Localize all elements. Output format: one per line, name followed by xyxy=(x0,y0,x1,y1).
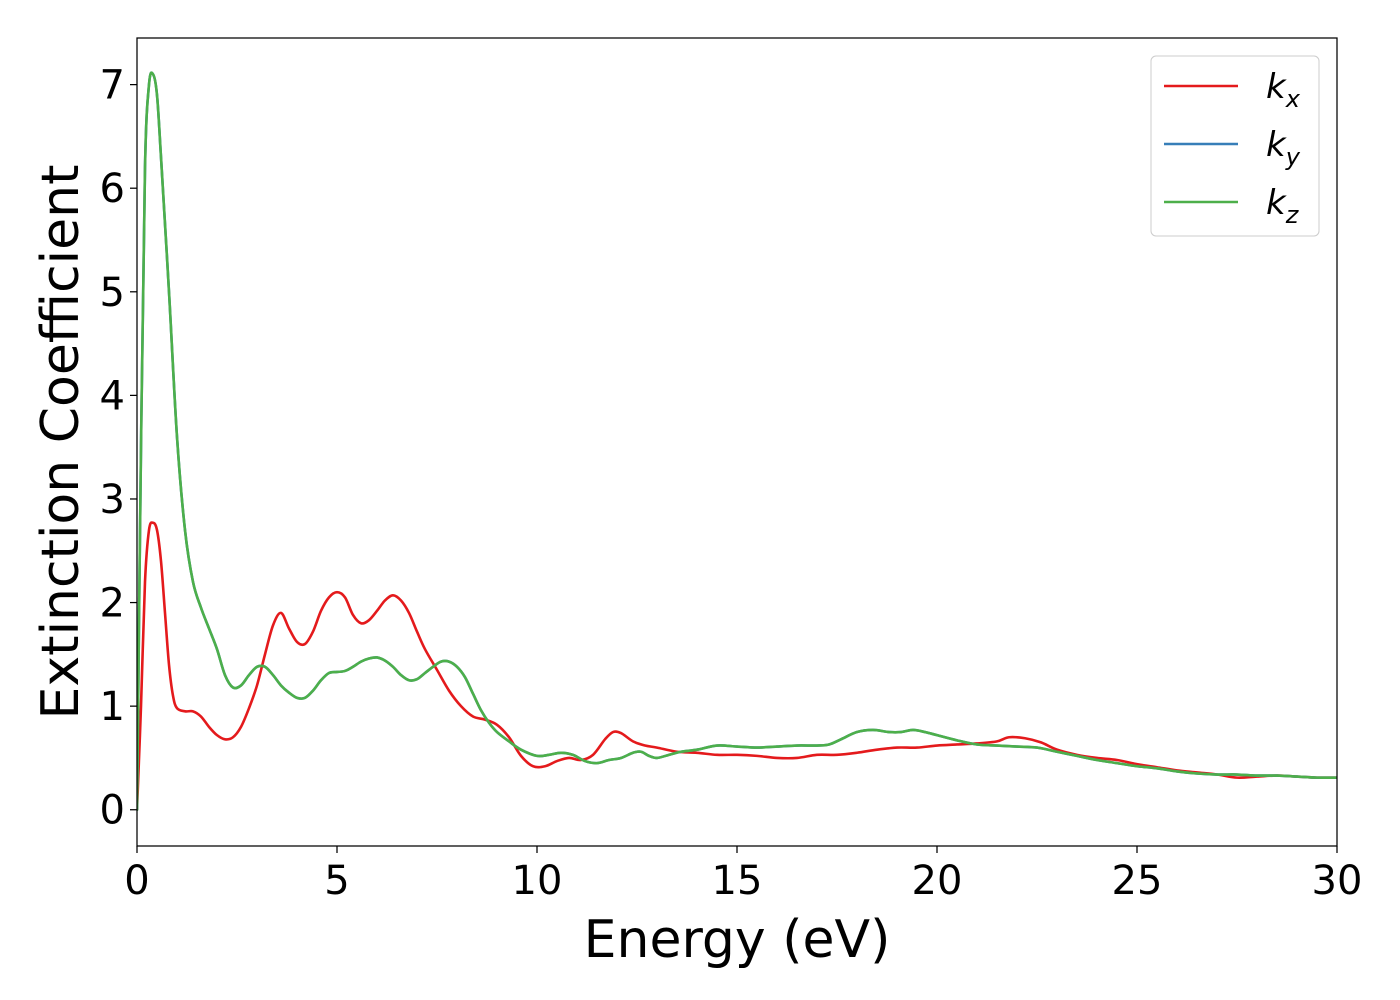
legend: kx ky kz xyxy=(1150,55,1320,237)
y-tick-label: 6 xyxy=(100,166,125,212)
y-tick-label: 0 xyxy=(100,788,125,834)
y-tick-label: 7 xyxy=(100,63,125,109)
x-axis-label: Energy (eV) xyxy=(584,910,891,970)
x-tick-label: 25 xyxy=(1112,858,1163,904)
series-line-kx xyxy=(137,521,1337,812)
y-tick-label: 5 xyxy=(100,270,125,316)
x-tick-label: 0 xyxy=(124,858,149,904)
series-layer xyxy=(137,71,1337,812)
y-tick-label: 3 xyxy=(100,477,125,523)
y-tick-label: 4 xyxy=(100,373,125,419)
legend-frame xyxy=(1150,55,1320,237)
y-tick-label: 2 xyxy=(100,581,125,627)
y-axis-label: Extinction Coefficient xyxy=(31,165,91,720)
y-tick-label: 1 xyxy=(100,684,125,730)
x-tick-label: 15 xyxy=(712,858,763,904)
x-axis: 0 5 10 15 20 25 30 xyxy=(124,846,1362,904)
x-tick-label: 30 xyxy=(1312,858,1363,904)
y-axis: 0 1 2 3 4 5 6 7 xyxy=(100,63,137,834)
x-tick-label: 5 xyxy=(324,858,349,904)
series-line-kz xyxy=(137,71,1337,812)
legend-label-kx: kx xyxy=(1266,67,1301,113)
x-tick-label: 10 xyxy=(512,858,563,904)
x-tick-label: 20 xyxy=(912,858,963,904)
legend-label-kz: kz xyxy=(1266,183,1300,229)
legend-label-ky: ky xyxy=(1266,125,1301,171)
